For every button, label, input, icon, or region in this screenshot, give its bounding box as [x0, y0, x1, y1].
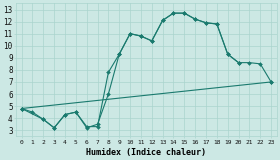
X-axis label: Humidex (Indice chaleur): Humidex (Indice chaleur)	[86, 148, 206, 156]
